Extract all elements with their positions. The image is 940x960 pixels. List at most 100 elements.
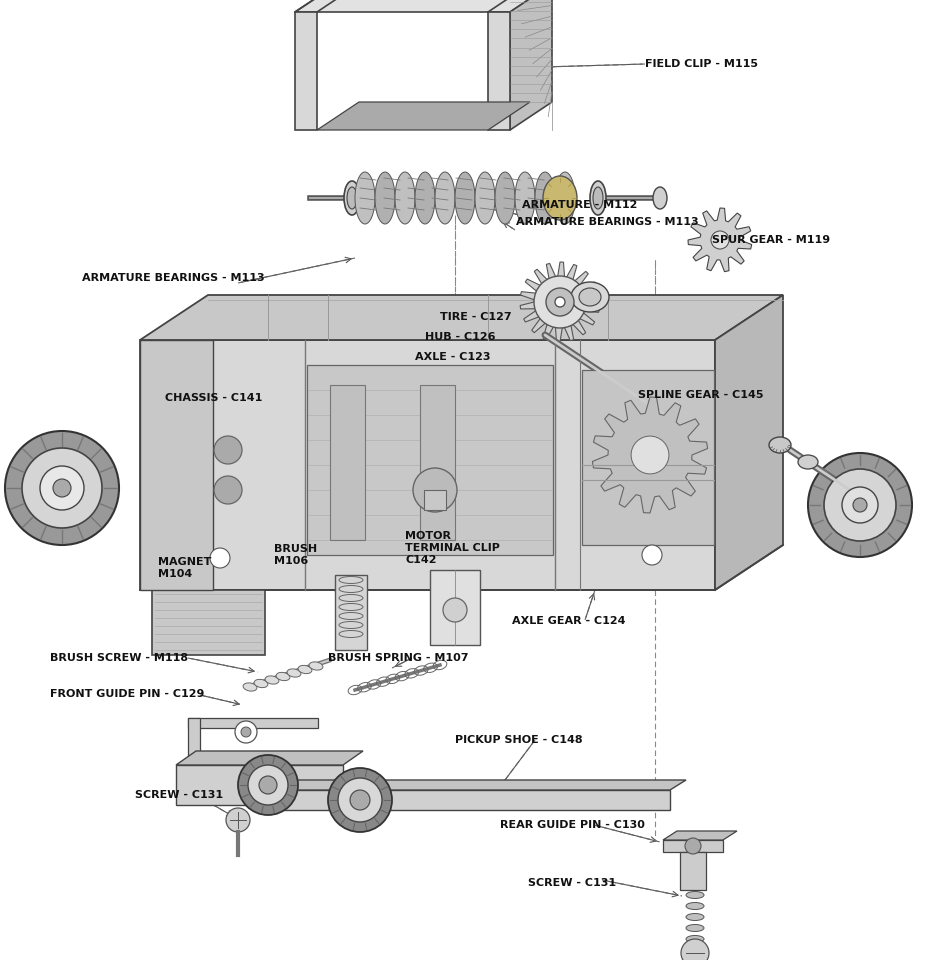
Text: BRUSH SCREW - M118: BRUSH SCREW - M118 bbox=[50, 653, 188, 663]
Polygon shape bbox=[420, 385, 455, 540]
Polygon shape bbox=[280, 780, 686, 790]
Circle shape bbox=[711, 231, 729, 249]
Polygon shape bbox=[330, 385, 365, 540]
Ellipse shape bbox=[593, 187, 603, 209]
Polygon shape bbox=[140, 340, 715, 590]
Circle shape bbox=[226, 808, 250, 832]
Ellipse shape bbox=[555, 172, 575, 224]
Polygon shape bbox=[176, 751, 363, 765]
Polygon shape bbox=[520, 262, 600, 342]
Ellipse shape bbox=[287, 669, 301, 677]
Polygon shape bbox=[140, 295, 783, 340]
Polygon shape bbox=[430, 570, 480, 645]
Ellipse shape bbox=[535, 172, 555, 224]
Circle shape bbox=[681, 939, 709, 960]
Text: SPLINE GEAR - C145: SPLINE GEAR - C145 bbox=[638, 390, 763, 400]
Ellipse shape bbox=[344, 181, 360, 215]
Polygon shape bbox=[295, 12, 317, 130]
Ellipse shape bbox=[495, 172, 515, 224]
Ellipse shape bbox=[395, 172, 415, 224]
Circle shape bbox=[853, 498, 867, 512]
Polygon shape bbox=[592, 397, 708, 513]
Polygon shape bbox=[140, 340, 213, 590]
Ellipse shape bbox=[254, 680, 268, 687]
Circle shape bbox=[214, 476, 242, 504]
Ellipse shape bbox=[243, 683, 257, 691]
Ellipse shape bbox=[435, 172, 455, 224]
Text: ARMATURE BEARINGS - M113: ARMATURE BEARINGS - M113 bbox=[82, 273, 265, 283]
Text: TIRE - C127: TIRE - C127 bbox=[440, 312, 511, 322]
Polygon shape bbox=[680, 852, 706, 890]
Circle shape bbox=[259, 776, 277, 794]
Ellipse shape bbox=[798, 455, 818, 469]
Circle shape bbox=[443, 598, 467, 622]
Circle shape bbox=[350, 790, 370, 810]
Text: CHASSIS - C141: CHASSIS - C141 bbox=[165, 393, 262, 403]
Text: SCREW - C131: SCREW - C131 bbox=[135, 790, 223, 800]
Polygon shape bbox=[176, 765, 343, 805]
Text: BRUSH SPRING - M107: BRUSH SPRING - M107 bbox=[328, 653, 468, 663]
Polygon shape bbox=[663, 831, 737, 840]
Ellipse shape bbox=[475, 172, 495, 224]
Ellipse shape bbox=[686, 935, 704, 943]
Polygon shape bbox=[307, 365, 553, 555]
Circle shape bbox=[5, 431, 119, 545]
Circle shape bbox=[210, 548, 230, 568]
Ellipse shape bbox=[455, 172, 475, 224]
Text: PICKUP SHOE - C148: PICKUP SHOE - C148 bbox=[455, 735, 583, 745]
Ellipse shape bbox=[686, 892, 704, 899]
Polygon shape bbox=[488, 12, 510, 130]
Circle shape bbox=[631, 436, 669, 474]
Ellipse shape bbox=[686, 924, 704, 931]
Circle shape bbox=[546, 288, 574, 316]
Circle shape bbox=[214, 436, 242, 464]
Circle shape bbox=[534, 276, 586, 328]
Polygon shape bbox=[582, 370, 714, 545]
Ellipse shape bbox=[590, 181, 606, 215]
Circle shape bbox=[241, 727, 251, 737]
Text: BRUSH
M106: BRUSH M106 bbox=[274, 544, 317, 565]
Text: MAGNET
M104: MAGNET M104 bbox=[158, 557, 212, 579]
Ellipse shape bbox=[265, 676, 279, 684]
Text: REAR GUIDE PIN - C130: REAR GUIDE PIN - C130 bbox=[500, 820, 645, 830]
Circle shape bbox=[413, 468, 457, 512]
Circle shape bbox=[642, 545, 662, 565]
Polygon shape bbox=[317, 102, 530, 130]
Ellipse shape bbox=[686, 902, 704, 909]
Circle shape bbox=[235, 721, 257, 743]
Circle shape bbox=[22, 448, 102, 528]
Polygon shape bbox=[424, 490, 446, 510]
Circle shape bbox=[548, 290, 572, 314]
Ellipse shape bbox=[355, 172, 375, 224]
Polygon shape bbox=[335, 575, 367, 650]
Circle shape bbox=[53, 479, 71, 497]
Polygon shape bbox=[663, 840, 723, 852]
Text: MOTOR
TERMINAL CLIP
C142: MOTOR TERMINAL CLIP C142 bbox=[405, 532, 500, 564]
Text: AXLE GEAR - C124: AXLE GEAR - C124 bbox=[512, 616, 625, 626]
Polygon shape bbox=[188, 718, 318, 728]
Polygon shape bbox=[715, 295, 783, 590]
Text: SPUR GEAR - M119: SPUR GEAR - M119 bbox=[712, 235, 830, 245]
Ellipse shape bbox=[686, 914, 704, 921]
Text: FIELD CLIP - M115: FIELD CLIP - M115 bbox=[645, 59, 758, 69]
Text: HUB - C126: HUB - C126 bbox=[425, 332, 495, 342]
Circle shape bbox=[248, 765, 288, 805]
Ellipse shape bbox=[276, 672, 290, 681]
Ellipse shape bbox=[769, 437, 791, 453]
Polygon shape bbox=[510, 0, 552, 130]
Polygon shape bbox=[688, 208, 752, 272]
Ellipse shape bbox=[309, 661, 323, 670]
Text: FRONT GUIDE PIN - C129: FRONT GUIDE PIN - C129 bbox=[50, 689, 204, 699]
Text: AXLE - C123: AXLE - C123 bbox=[415, 352, 491, 362]
Circle shape bbox=[555, 297, 565, 307]
Text: ARMATURE - M112: ARMATURE - M112 bbox=[522, 200, 637, 210]
Polygon shape bbox=[152, 590, 265, 655]
Circle shape bbox=[328, 768, 392, 832]
Circle shape bbox=[824, 469, 896, 541]
Ellipse shape bbox=[579, 288, 601, 306]
Ellipse shape bbox=[543, 176, 577, 220]
Ellipse shape bbox=[653, 187, 667, 209]
Circle shape bbox=[808, 453, 912, 557]
Circle shape bbox=[842, 487, 878, 523]
Text: ARMATURE BEARINGS - M113: ARMATURE BEARINGS - M113 bbox=[516, 217, 698, 227]
